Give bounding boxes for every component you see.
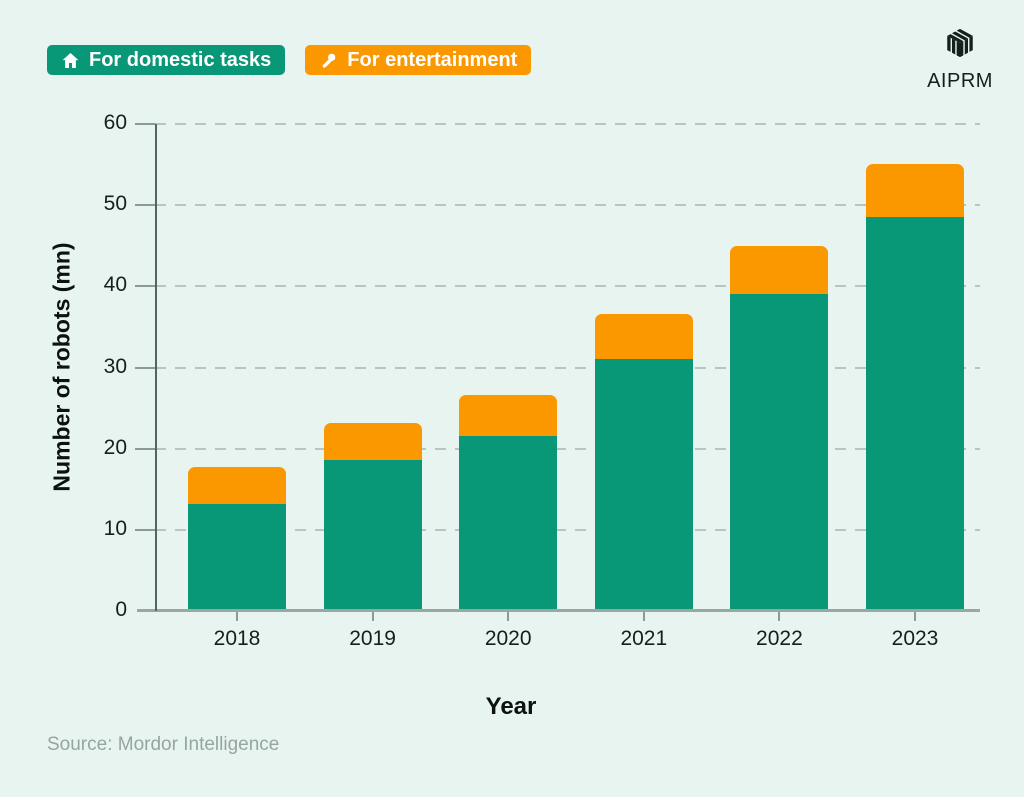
x-tick-label-2018: 2018: [213, 627, 261, 650]
y-tick-40: [135, 285, 155, 288]
house-icon: [62, 52, 79, 68]
x-tick-2019: [371, 612, 374, 621]
y-tick-60: [135, 123, 155, 125]
gridline-20: [155, 447, 980, 450]
legend-item-domestic: For domestic tasks: [47, 45, 286, 75]
legend-label-domestic: For domestic tasks: [89, 48, 272, 71]
aiprm-logo-icon: [947, 28, 973, 58]
y-tick-10: [135, 528, 155, 531]
bar-segment-domestic-2018: [188, 503, 286, 611]
y-tick-50: [135, 204, 155, 207]
gridline-30: [155, 366, 980, 369]
x-tick-2022: [778, 612, 781, 621]
source-note: Source: Mordor Intelligence: [47, 734, 280, 755]
y-tick-label-0: 0: [115, 598, 127, 621]
bar-segment-entertainment-2021: [594, 313, 693, 359]
y-tick-label-40: 40: [103, 273, 127, 297]
x-tick-2018: [236, 612, 238, 621]
x-tick-2023: [914, 612, 916, 621]
x-tick-label-2019: 2019: [349, 627, 396, 650]
y-tick-label-50: 50: [103, 192, 127, 216]
legend-label-entertainment: For entertainment: [347, 48, 518, 71]
aiprm-logo: AIPRM: [920, 22, 1000, 93]
plot-area: 0 10 20 30 40 50 60 2018 2019 2020 2021 2022 2023: [104, 111, 980, 650]
x-tick-label-2022: 2022: [756, 627, 803, 650]
bar-segment-entertainment-2022: [730, 245, 829, 294]
gridline-60: [155, 123, 980, 125]
bar-segment-domestic-2019: [323, 460, 422, 611]
bar-segment-domestic-2021: [594, 358, 693, 611]
bar-segment-entertainment-2019: [323, 422, 422, 461]
x-tick-label-2020: 2020: [484, 627, 532, 650]
x-tick-label-2023: 2023: [891, 627, 939, 650]
x-axis-title: Year: [485, 693, 537, 720]
y-tick-30: [135, 366, 155, 369]
y-axis-title: Number of robots (mn): [48, 242, 75, 492]
legend-item-entertainment: For entertainment: [305, 45, 532, 75]
y-tick-label-60: 60: [103, 111, 127, 134]
bar-segment-entertainment-2023: [866, 163, 964, 217]
bar-segment-domestic-2023: [866, 216, 964, 611]
y-tick-label-30: 30: [103, 354, 127, 378]
bar-segment-domestic-2022: [730, 293, 829, 611]
gridline-50: [155, 204, 980, 207]
gridline-10: [155, 528, 980, 531]
bar-segment-entertainment-2018: [188, 467, 286, 504]
x-tick-label-2021: 2021: [620, 627, 668, 650]
x-tick-2020: [507, 612, 510, 621]
bar-segment-domestic-2020: [459, 435, 558, 611]
y-tick-20: [135, 447, 155, 450]
gridline-40: [155, 285, 980, 288]
microphone-icon: [322, 53, 336, 68]
y-tick-label-10: 10: [103, 516, 127, 540]
x-tick-2021: [642, 612, 645, 621]
y-tick-label-20: 20: [103, 435, 127, 459]
legend: For domestic tasks For entertainment: [47, 45, 532, 75]
y-axis-line: [155, 124, 157, 611]
x-axis-line: [137, 609, 980, 612]
bar-segment-entertainment-2020: [459, 395, 558, 436]
aiprm-logo-text: AIPRM: [927, 70, 993, 92]
